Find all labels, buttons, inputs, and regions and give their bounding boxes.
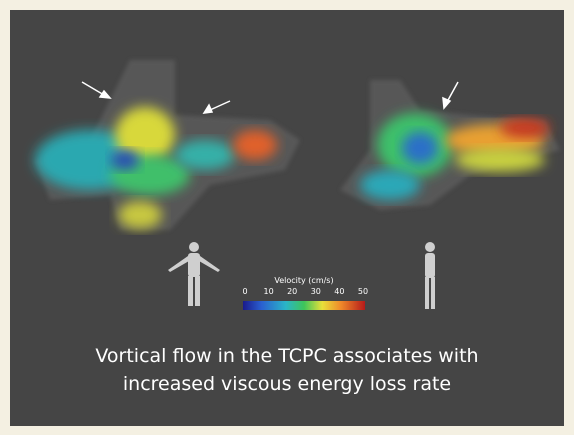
colorbar — [243, 301, 365, 310]
caption-line: increased viscous energy loss rate — [123, 373, 451, 395]
colorbar-tick-label: 20 — [287, 287, 297, 296]
caption-line: Vortical flow in the TCPC associates wit… — [95, 345, 478, 367]
colorbar-tick-label: 40 — [334, 287, 344, 296]
colorbar-title: Velocity (cm/s) — [274, 276, 333, 285]
colorbar-tick-label: 0 — [242, 287, 247, 296]
figure: Velocity (cm/s) 0 10 20 30 40 50 Vortical flo… — [0, 0, 574, 435]
colorbar-tick-label: 10 — [264, 287, 274, 296]
colorbar-tick-label: 50 — [358, 287, 368, 296]
colorbar-tick-label: 30 — [311, 287, 321, 296]
